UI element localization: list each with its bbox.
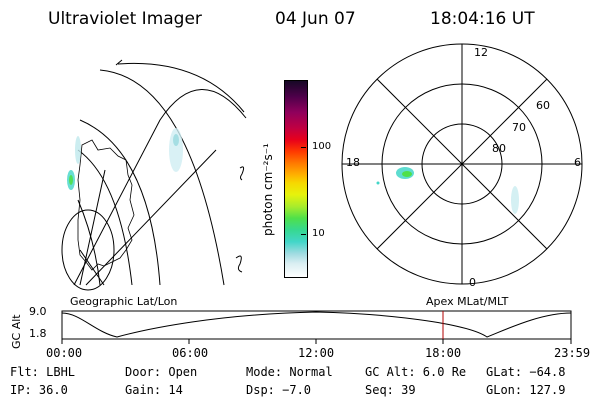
mlt-label-12: 12 <box>474 46 488 59</box>
alt-tick-9: 9.0 <box>29 305 47 318</box>
aurora-emission-right <box>376 167 519 214</box>
lat-label-70: 70 <box>512 121 526 134</box>
polar-mlt-plot <box>341 43 583 285</box>
mlt-label-0: 0 <box>469 276 476 289</box>
status-gain: Gain: 14 <box>125 383 183 397</box>
colorbar <box>284 80 308 278</box>
apex-panel-label: Apex MLat/MLT <box>426 295 509 308</box>
alt-tick-1-8: 1.8 <box>29 327 47 340</box>
x-tick-2359: 23:59 <box>554 346 591 360</box>
status-flt: Flt: LBHL <box>10 365 76 379</box>
mlt-label-18: 18 <box>346 156 360 169</box>
status-door: Door: Open <box>125 365 198 379</box>
instrument-title: Ultraviolet Imager <box>48 9 202 29</box>
time-label: 18:04:16 UT <box>430 9 535 29</box>
colorbar-unit-label: photon cm⁻²s⁻¹ <box>261 143 275 236</box>
x-tick-0000: 00:00 <box>46 346 83 360</box>
altitude-plot <box>61 310 572 344</box>
colorbar-label-10: 10 <box>312 228 325 239</box>
status-glon: GLon: 127.9 <box>486 383 566 397</box>
x-tick-0600: 06:00 <box>172 346 209 360</box>
lat-label-60: 60 <box>536 99 550 112</box>
gc-alt-axis-label: GC Alt <box>10 314 23 349</box>
status-gc-alt: GC Alt: 6.0 Re <box>365 365 467 379</box>
colorbar-tick-10 <box>301 234 306 235</box>
mlt-label-6: 6 <box>574 156 581 169</box>
colorbar-tick-100 <box>301 147 306 148</box>
date-label: 04 Jun 07 <box>275 9 356 29</box>
aurora-emission-left <box>67 128 183 190</box>
x-tick-1800: 18:00 <box>425 346 462 360</box>
status-dsp: Dsp: −7.0 <box>246 383 312 397</box>
status-ip: IP: 36.0 <box>10 383 68 397</box>
geographic-panel-label: Geographic Lat/Lon <box>70 295 178 308</box>
geographic-map <box>61 59 247 291</box>
lat-label-80: 80 <box>492 142 506 155</box>
status-mode: Mode: Normal <box>246 365 333 379</box>
x-tick-1200: 12:00 <box>298 346 335 360</box>
status-glat: GLat: −64.8 <box>486 365 566 379</box>
colorbar-label-100: 100 <box>312 141 332 152</box>
status-seq: Seq: 39 <box>365 383 416 397</box>
